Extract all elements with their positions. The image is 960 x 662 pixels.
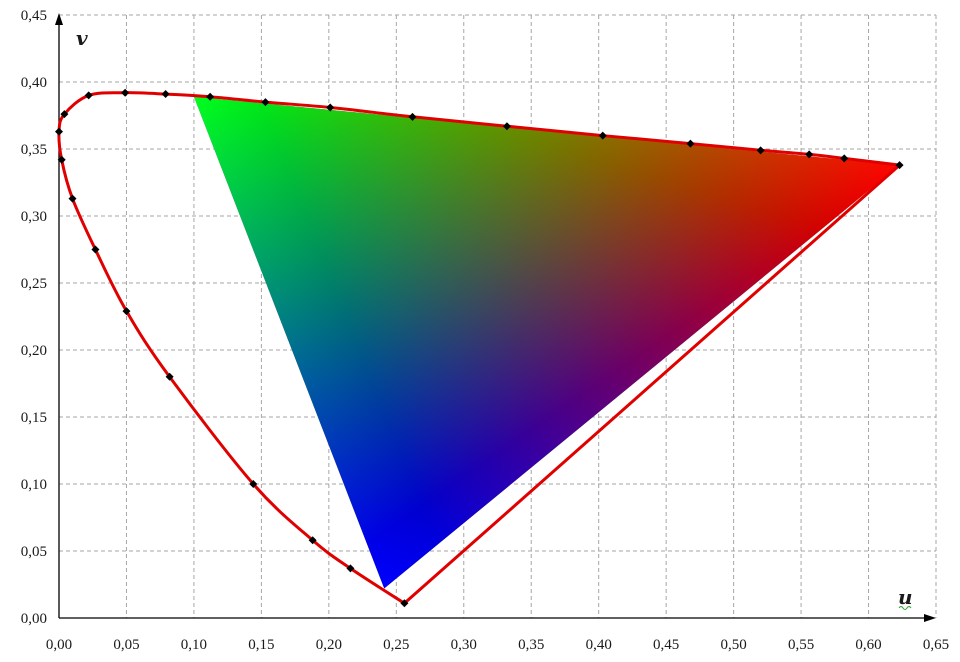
- locus-marker: [249, 480, 258, 488]
- locus-marker: [326, 103, 335, 112]
- x-tick-label: 0,60: [855, 637, 881, 653]
- x-tick-label: 0,05: [113, 637, 139, 653]
- locus-marker: [161, 90, 170, 99]
- x-tick-label: 0,30: [451, 637, 477, 653]
- locus-marker: [57, 155, 66, 164]
- x-tick-label: 0,55: [788, 637, 814, 653]
- locus-marker: [502, 122, 511, 131]
- y-axis-label: v: [76, 26, 88, 50]
- locus-marker: [840, 154, 849, 163]
- x-tick-label: 0,00: [46, 637, 72, 653]
- locus-marker: [165, 372, 174, 381]
- locus-marker: [121, 88, 130, 97]
- x-tick-label: 0,45: [653, 637, 679, 653]
- y-tick-label: 0,05: [21, 544, 47, 560]
- y-tick-label: 0,45: [21, 8, 47, 24]
- locus-marker: [261, 98, 270, 107]
- locus-marker: [686, 139, 695, 148]
- locus-marker: [598, 131, 607, 140]
- locus-marker: [60, 110, 69, 119]
- locus-marker: [308, 536, 317, 545]
- x-axis-label: u: [898, 585, 913, 609]
- y-axis-arrow: [55, 13, 63, 25]
- locus-markers: [55, 88, 904, 608]
- x-tick-label: 0,65: [923, 637, 949, 653]
- locus-marker: [122, 307, 131, 316]
- spellcheck-squiggle: [898, 606, 912, 610]
- y-tick-label: 0,30: [21, 209, 47, 225]
- x-tick-label: 0,10: [181, 637, 207, 653]
- locus-marker: [408, 112, 417, 121]
- x-tick-label: 0,25: [383, 637, 409, 653]
- locus-marker: [346, 564, 355, 573]
- locus-marker: [756, 146, 765, 155]
- locus-marker: [206, 92, 215, 101]
- locus-marker: [895, 161, 904, 170]
- x-tick-label: 0,40: [586, 637, 612, 653]
- locus-marker: [805, 150, 814, 159]
- locus-marker: [68, 194, 77, 203]
- x-tick-label: 0,20: [316, 637, 342, 653]
- x-tick-label: 0,50: [720, 637, 746, 653]
- x-tick-label: 0,35: [518, 637, 544, 653]
- y-tick-label: 0,15: [21, 410, 47, 426]
- locus-marker: [55, 127, 63, 136]
- y-tick-label: 0,00: [21, 611, 47, 627]
- locus-marker: [84, 91, 93, 100]
- y-tick-label: 0,25: [21, 276, 47, 292]
- gamut-triangle: [193, 96, 900, 589]
- x-axis-arrow: [924, 614, 936, 622]
- x-tick-label: 0,15: [248, 637, 274, 653]
- y-tick-label: 0,10: [21, 477, 47, 493]
- axes: [55, 13, 936, 622]
- y-tick-label: 0,35: [21, 142, 47, 158]
- y-tick-label: 0,40: [21, 75, 47, 91]
- locus-marker: [400, 599, 409, 608]
- y-tick-label: 0,20: [21, 343, 47, 359]
- tick-labels: 0,00 0,05 0,10 0,15 0,20 0,25 0,30 0,35 0,40 0,45…: [21, 8, 949, 653]
- locus-marker: [91, 245, 100, 254]
